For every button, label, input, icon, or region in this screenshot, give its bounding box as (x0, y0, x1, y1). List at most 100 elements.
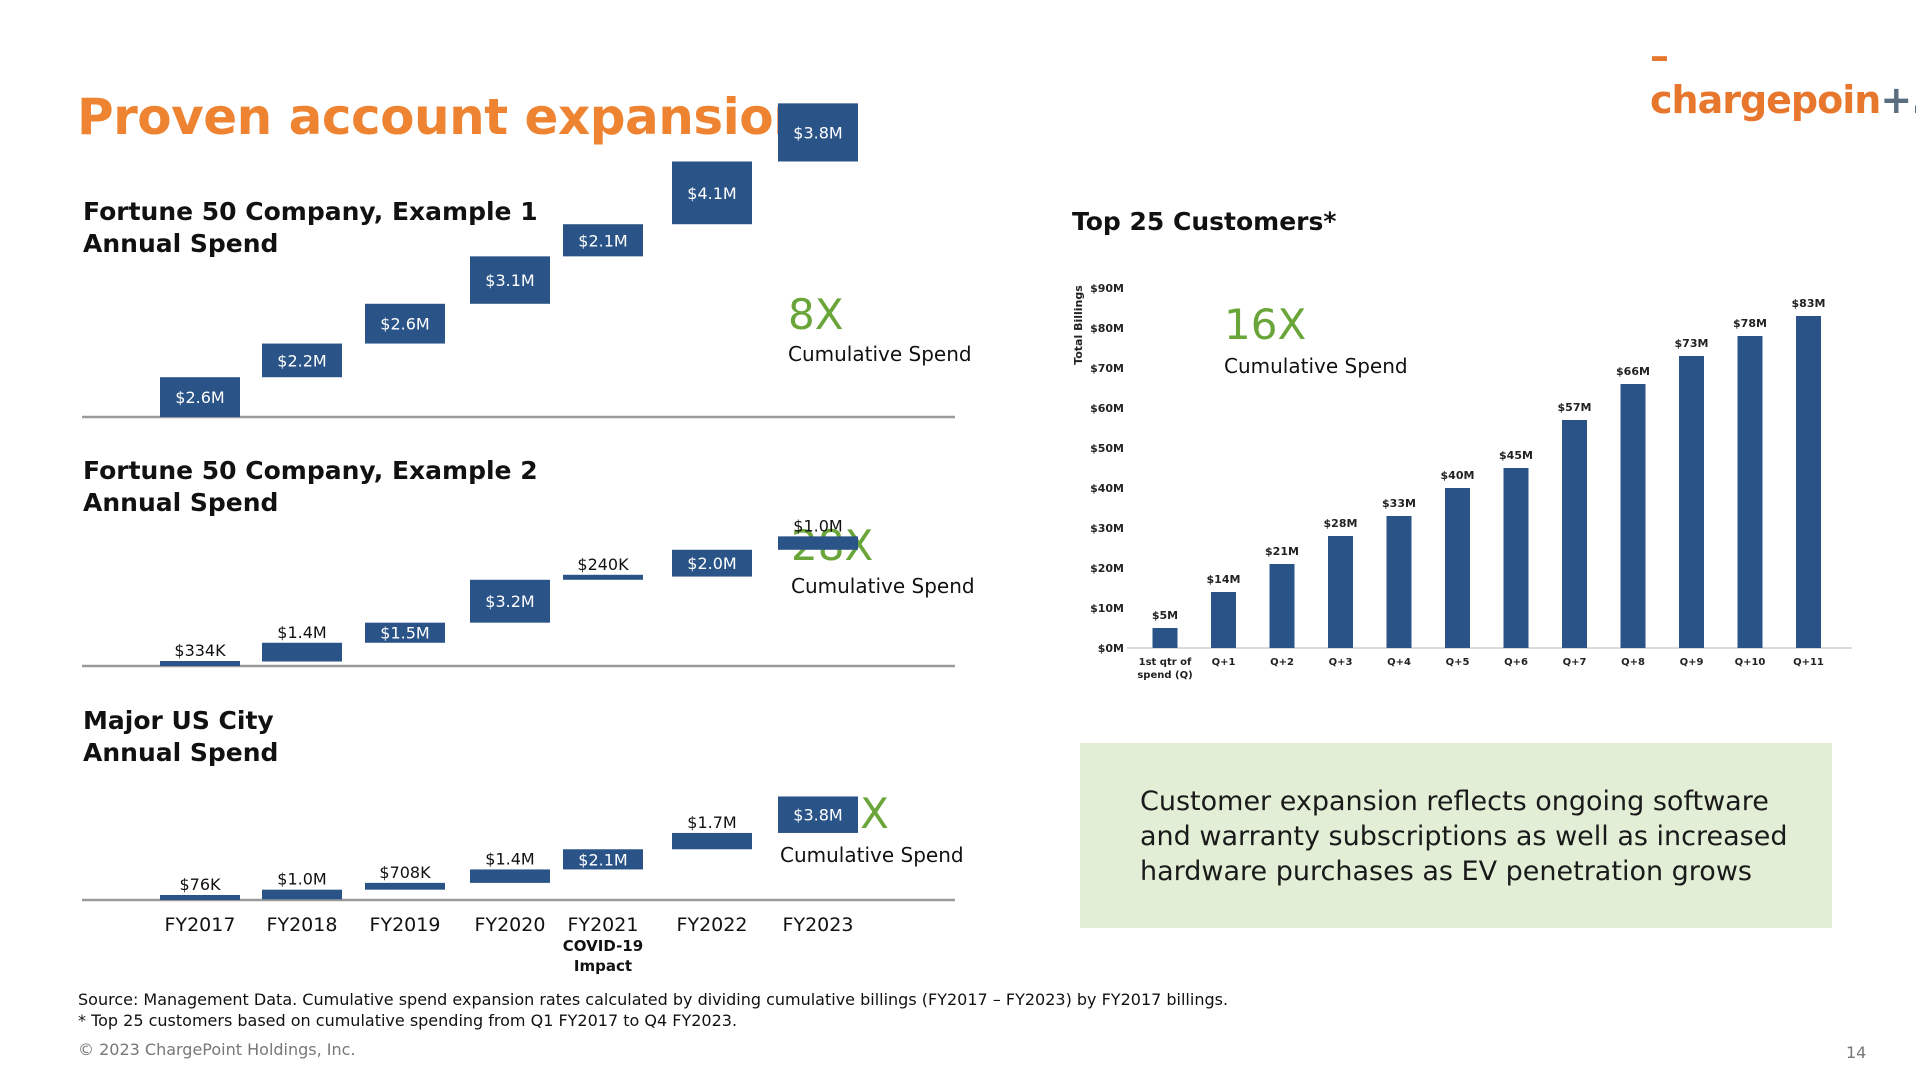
chart3-value-label: $2.1M (578, 850, 627, 869)
chart4-x-category-label: Q+5 (1446, 657, 1470, 668)
chart4-y-tick-label: $90M (1090, 282, 1124, 295)
callout-text: Customer expansion reflects ongoing soft… (1140, 786, 1788, 887)
chart4-y-tick-label: $0M (1098, 642, 1124, 655)
chart3-bar (563, 849, 643, 870)
x-category-label: FY2021 (568, 914, 639, 936)
chart2-bar (262, 642, 342, 662)
chart4-x-category-label: Q+11 (1793, 657, 1824, 668)
chart4-bar (1796, 316, 1821, 648)
chart3-value-label: $1.7M (687, 813, 736, 832)
chart4-y-tick-label: $50M (1090, 442, 1124, 455)
chart1-value-label: $3.8M (793, 123, 842, 142)
chart2-value-label: $3.2M (485, 592, 534, 611)
chart4-bar (1620, 384, 1646, 648)
chart3-bar (262, 889, 342, 900)
chart1-bar (470, 256, 550, 304)
chart4-bar (1737, 336, 1763, 648)
chart4-value-label: $33M (1382, 497, 1416, 510)
chart4-bar (1152, 628, 1178, 648)
chart4-x-category-label: spend (Q) (1137, 670, 1192, 681)
callout-box (1080, 743, 1832, 928)
chart4-bar (1328, 536, 1353, 648)
chart4-bar (1562, 420, 1587, 648)
chart4-x-category-label: Q+2 (1270, 657, 1294, 668)
chart3-value-label: $708K (379, 863, 431, 882)
x-category-label: FY2023 (783, 914, 854, 936)
chart1-bar (160, 377, 240, 417)
chart4-x-category-label: Q+8 (1621, 657, 1645, 668)
chart2-bar (470, 579, 550, 623)
chart4-bar (1679, 356, 1704, 648)
chart3-title: Major US City Annual Spend (83, 706, 279, 767)
chart4-value-label: $73M (1675, 337, 1709, 350)
chart2-bar (672, 549, 752, 577)
x-category-note: COVID-19 (563, 937, 643, 955)
chart4-value-label: $66M (1616, 365, 1650, 378)
chart4-x-category-label: Q+6 (1504, 657, 1528, 668)
x-category-label: FY2018 (267, 914, 338, 936)
chart4-y-tick-label: $70M (1090, 362, 1124, 375)
chart2-value-label: $1.0M (793, 516, 842, 535)
chart4-x-category-label: Q+3 (1329, 657, 1353, 668)
chart4-x-category-label: Q+7 (1563, 657, 1587, 668)
chart4-title: Top 25 Customers* (1072, 207, 1337, 236)
source-note: Source: Management Data. Cumulative spen… (78, 989, 1228, 1031)
chart3-bar (672, 832, 752, 850)
logo-text: chargepoin (1650, 78, 1881, 122)
chart4-x-category-label: Q+10 (1735, 657, 1766, 668)
chart4-y-axis-label: Total Billings (1072, 285, 1085, 365)
chart4-bar (1386, 516, 1412, 648)
chart4-y-tick-label: $40M (1090, 482, 1124, 495)
source-line-2: * Top 25 customers based on cumulative s… (78, 1011, 738, 1030)
logo-suffix: +. (1880, 78, 1916, 122)
chart2-value-label: $1.4M (277, 623, 326, 642)
chart3-value-label: $76K (179, 875, 221, 894)
chart4-value-label: $83M (1792, 297, 1826, 310)
chart1-value-label: $2.2M (277, 351, 326, 370)
chart4-multiplier-caption: Cumulative Spend (1224, 354, 1408, 378)
chart2-value-label: $2.0M (687, 554, 736, 573)
chart4-bar (1445, 488, 1470, 648)
chart4-x-category-label: Q+1 (1212, 657, 1236, 668)
chart4-value-label: $45M (1499, 449, 1533, 462)
chart4-bar (1503, 468, 1529, 648)
chart1-multiplier-caption: Cumulative Spend (788, 342, 972, 366)
chart3-bar (160, 895, 240, 900)
chart1-multiplier: 8X (788, 290, 844, 339)
chart1-bar (262, 343, 342, 378)
chart2-bar (563, 574, 643, 580)
chart4-y-tick-label: $80M (1090, 322, 1124, 335)
chart4-value-label: $78M (1733, 317, 1767, 330)
x-category-label: FY2019 (370, 914, 441, 936)
chart2-bar (365, 622, 445, 643)
chart3-bar (778, 796, 858, 833)
chart4-x-category-label: Q+9 (1680, 657, 1704, 668)
chart4-y-tick-label: $10M (1090, 602, 1124, 615)
logo-dash: – (1650, 34, 1669, 78)
x-category-label: FY2022 (677, 914, 748, 936)
x-category-note: Impact (574, 957, 632, 975)
x-category-label: FY2017 (165, 914, 236, 936)
chart1-bar (778, 103, 858, 162)
chart3-value-label: $1.0M (277, 870, 326, 889)
chart3-value-label: $3.8M (793, 806, 842, 825)
chart4-bar (1269, 564, 1295, 648)
chart1-value-label: $2.1M (578, 231, 627, 250)
chart4-y-tick-label: $20M (1090, 562, 1124, 575)
chart4-bar (1211, 592, 1236, 648)
x-category-label: FY2020 (475, 914, 546, 936)
chart1-value-label: $2.6M (380, 315, 429, 334)
page-number: 14 (1846, 1043, 1867, 1062)
chart1-value-label: $2.6M (175, 388, 224, 407)
chart2-value-label: $1.5M (380, 624, 429, 643)
chart4-multiplier: 16X (1224, 300, 1307, 349)
chart4-value-label: $5M (1152, 609, 1178, 622)
chart2-value-label: $334K (174, 641, 226, 660)
chart3-value-label: $1.4M (485, 849, 534, 868)
chart4-y-tick-label: $60M (1090, 402, 1124, 415)
page-title: Proven account expansion (77, 88, 809, 146)
chart3-bar (365, 882, 445, 890)
chart1-value-label: $4.1M (687, 184, 736, 203)
